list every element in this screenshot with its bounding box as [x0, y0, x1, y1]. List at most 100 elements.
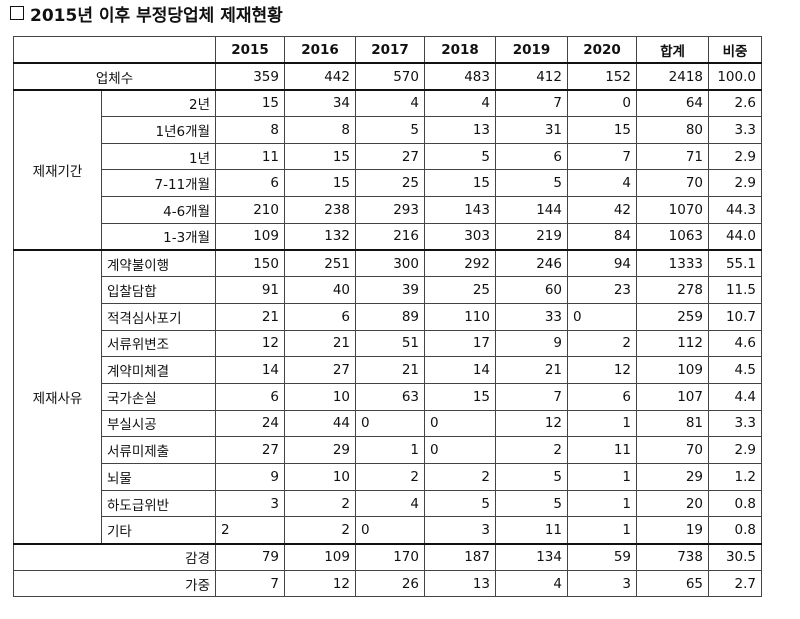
- table-cell: 100.0: [708, 62, 762, 91]
- table-cell: 292: [424, 249, 496, 278]
- table-cell: 4: [355, 489, 425, 518]
- table-cell: 0: [424, 409, 496, 438]
- table-cell: 15: [424, 169, 496, 198]
- header-cell: 2018: [424, 36, 496, 64]
- row-label: 기타: [101, 516, 216, 545]
- table-cell: 7: [567, 142, 637, 171]
- table-cell: 80: [636, 116, 709, 144]
- table-cell: 152: [567, 62, 637, 91]
- table-cell: 5: [355, 116, 425, 144]
- table-cell: 300: [355, 249, 425, 278]
- table-cell: 0: [355, 409, 425, 438]
- table-cell: 134: [495, 542, 568, 571]
- table-row: 1년 11 15 27 5 6 7 71 2.9: [14, 142, 762, 171]
- table-cell: 20: [636, 489, 709, 518]
- table-cell: 1333: [636, 249, 709, 278]
- table-cell: 4: [424, 88, 496, 118]
- group-label: 제재기간: [13, 88, 102, 251]
- table-cell: 2: [284, 516, 356, 545]
- table-cell: 79: [215, 542, 285, 571]
- table-cell: 14: [215, 356, 285, 384]
- table-cell: 25: [424, 276, 496, 304]
- table-cell: 21: [284, 329, 356, 358]
- table-cell: 1063: [636, 222, 709, 251]
- row-label: 1년6개월: [101, 116, 216, 144]
- table-cell: 7: [215, 569, 285, 598]
- table-cell: 5: [495, 489, 568, 518]
- table-cell: 3: [424, 516, 496, 545]
- row-label: 1년: [101, 142, 216, 171]
- table-cell: 278: [636, 276, 709, 304]
- table-cell: 570: [355, 62, 425, 91]
- table-cell: 14: [424, 356, 496, 384]
- table-row: 뇌물 9 10 2 2 5 1 29 1.2: [14, 463, 762, 491]
- table-cell: 9: [495, 329, 568, 358]
- header-cell: 2015: [215, 36, 285, 64]
- table-cell: 3: [567, 569, 637, 598]
- row-label: 서류미제출: [101, 436, 216, 464]
- table-cell: 3: [215, 489, 285, 518]
- table-cell: 59: [567, 542, 637, 571]
- table-row: 적격심사포기 21 6 89 110 33 0 259 10.7: [14, 302, 762, 331]
- table-cell: 112: [636, 329, 709, 358]
- table-cell: 15: [567, 116, 637, 144]
- table-cell: 13: [424, 116, 496, 144]
- table-cell: 81: [636, 409, 709, 438]
- table-cell: 4: [355, 88, 425, 118]
- table-cell: 144: [495, 196, 568, 224]
- table-cell: 2.6: [708, 88, 762, 118]
- table-cell: 31: [495, 116, 568, 144]
- sanctions-table: 2015 2016 2017 2018 2019 2020 합계 비중 업체수 3…: [13, 36, 762, 598]
- table-cell: 0: [567, 302, 637, 331]
- table-cell: 8: [215, 116, 285, 144]
- table-cell: 70: [636, 169, 709, 198]
- row-label: 적격심사포기: [101, 302, 216, 331]
- table-cell: 26: [355, 569, 425, 598]
- table-cell: 34: [284, 88, 356, 118]
- table-cell: 60: [495, 276, 568, 304]
- table-cell: 12: [567, 356, 637, 384]
- table-cell: 12: [215, 329, 285, 358]
- table-cell: 2: [424, 463, 496, 491]
- table-row: 부실시공 24 44 0 0 12 1 81 3.3: [14, 409, 762, 438]
- table-cell: 11: [215, 142, 285, 171]
- table-cell: 259: [636, 302, 709, 331]
- table-cell: 91: [215, 276, 285, 304]
- table-cell: 2: [215, 516, 285, 545]
- table-cell: 107: [636, 382, 709, 411]
- table-row: 제재기간 2년 15 34 4 4 7 0 64 2.6: [13, 88, 762, 251]
- table-cell: 12: [284, 569, 356, 598]
- table-cell: 0.8: [708, 516, 762, 545]
- table-cell: 4: [495, 569, 568, 598]
- table-row: 1년6개월 8 8 5 13 31 15 80 3.3: [14, 116, 762, 144]
- table-cell: 412: [495, 62, 568, 91]
- table-cell: 5: [424, 489, 496, 518]
- table-cell: 2.9: [708, 142, 762, 171]
- table-cell: 293: [355, 196, 425, 224]
- table-cell: 11: [495, 516, 568, 545]
- table-cell: 27: [215, 436, 285, 464]
- row-label: 업체수: [13, 62, 216, 91]
- table-cell: 109: [284, 542, 356, 571]
- table-cell: 4: [567, 169, 637, 198]
- table-cell: 33: [495, 302, 568, 331]
- table-cell: 0.8: [708, 489, 762, 518]
- header-cell: 2019: [495, 36, 568, 64]
- table-cell: 1070: [636, 196, 709, 224]
- table-cell: 219: [495, 222, 568, 251]
- table-cell: 30.5: [708, 542, 762, 571]
- table-cell: 10.7: [708, 302, 762, 331]
- table-cell: 8: [284, 116, 356, 144]
- table-cell: 21: [355, 356, 425, 384]
- table-cell: 2: [284, 489, 356, 518]
- table-cell: 3.3: [708, 116, 762, 144]
- table-cell: 10: [284, 382, 356, 411]
- table-cell: 210: [215, 196, 285, 224]
- row-label: 서류위변조: [101, 329, 216, 358]
- table-cell: 238: [284, 196, 356, 224]
- title-text: 2015년 이후 부정당업체 제재현황: [30, 5, 283, 26]
- table-cell: 2.9: [708, 169, 762, 198]
- page-title: 2015년 이후 부정당업체 제재현황: [10, 0, 283, 26]
- row-label: 2년: [101, 88, 216, 118]
- table-cell: 109: [215, 222, 285, 251]
